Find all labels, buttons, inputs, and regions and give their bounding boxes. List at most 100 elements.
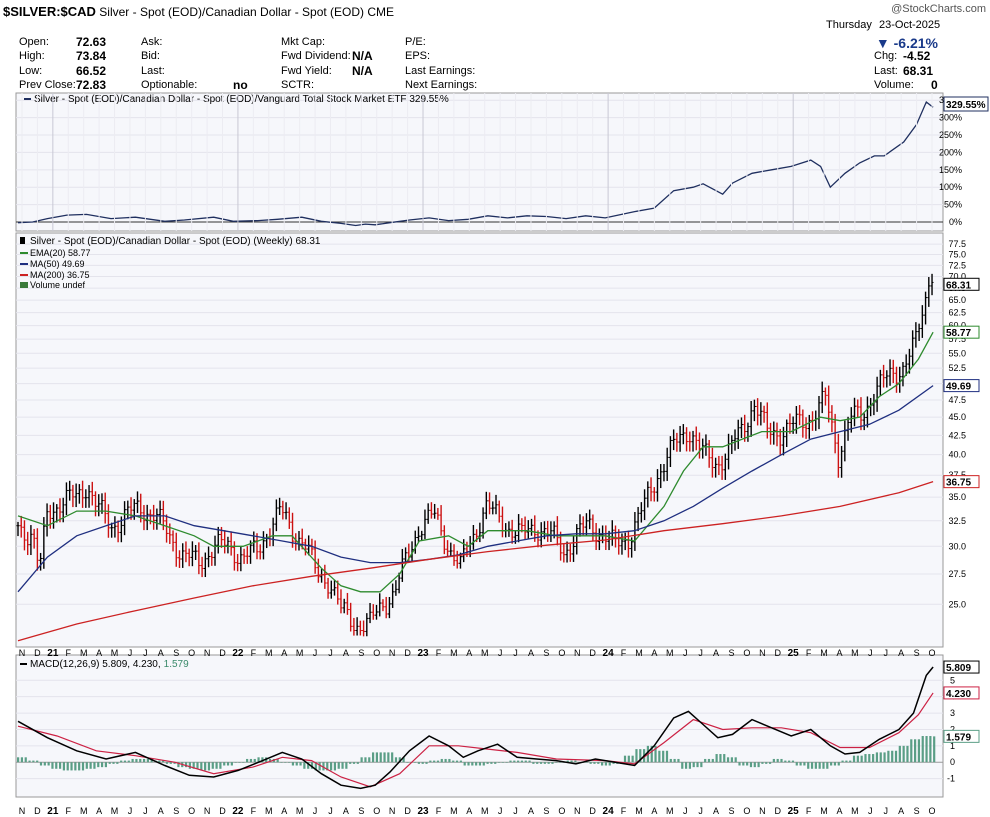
x-tick-label: O xyxy=(373,806,380,816)
histogram-bar xyxy=(238,762,241,763)
fwd-dividend-value: N/A xyxy=(352,49,373,63)
x-tick-label: A xyxy=(343,648,349,658)
ratio-line xyxy=(17,100,934,227)
x-tick-label: J xyxy=(698,648,703,658)
histogram-bar xyxy=(841,760,844,763)
histogram-bar xyxy=(81,762,85,771)
histogram-bar xyxy=(219,762,222,769)
x-tick-label: M xyxy=(851,648,859,658)
histogram-bar xyxy=(593,762,596,764)
x-tick-label: O xyxy=(373,648,380,658)
histogram-bar xyxy=(406,762,409,763)
histogram-bar xyxy=(394,757,398,763)
histogram-bar xyxy=(39,762,43,766)
histogram-bar xyxy=(501,762,504,763)
last-earnings-label: Last Earnings: xyxy=(405,65,476,77)
histogram-bar xyxy=(276,758,279,763)
histogram-bar xyxy=(284,762,287,763)
histogram-bar xyxy=(566,760,569,763)
y-tick-label: 65.0 xyxy=(948,295,966,305)
x-tick-label: J xyxy=(698,806,703,816)
histogram-bar xyxy=(127,760,130,763)
histogram-bar xyxy=(261,757,264,763)
histogram-bar xyxy=(467,762,470,766)
histogram-bar xyxy=(925,736,928,763)
histogram-bar xyxy=(371,752,375,763)
last-price-label: Last: xyxy=(874,65,898,77)
histogram-bar xyxy=(898,745,901,763)
x-tick-label: J xyxy=(868,806,873,816)
y-tick-label: -1 xyxy=(947,774,955,784)
x-tick-label: A xyxy=(898,648,904,658)
histogram-bar xyxy=(326,762,329,771)
histogram-bar xyxy=(429,760,432,763)
price-bars xyxy=(16,273,934,637)
x-tick-label: J xyxy=(513,806,518,816)
legend-ma200: MA(200) 36.75 xyxy=(30,270,90,280)
histogram-bar xyxy=(93,762,96,769)
histogram-bar xyxy=(688,762,691,769)
histogram-bar xyxy=(726,757,730,763)
chart-area[interactable]: 350%300%250%200%150%100%50%0% Silver - S… xyxy=(0,92,990,817)
histogram-bar xyxy=(738,762,741,766)
x-tick-label: J xyxy=(328,806,333,816)
x-tick-label: J xyxy=(143,806,148,816)
x-tick-label: J xyxy=(868,648,873,658)
histogram-bar xyxy=(608,762,611,766)
y-tick-label: 45.0 xyxy=(948,412,966,422)
histogram-bar xyxy=(341,762,344,769)
histogram-bar xyxy=(749,762,753,768)
change-percent-value: -6.21% xyxy=(893,35,938,51)
histogram-bar xyxy=(894,750,898,763)
x-tick-label: A xyxy=(281,648,287,658)
x-tick-label: S xyxy=(358,806,364,816)
histogram-bar xyxy=(536,762,539,764)
histogram-bar xyxy=(707,758,711,763)
histogram-bar xyxy=(173,762,176,764)
legend-price-swatch xyxy=(20,237,25,244)
histogram-bar xyxy=(914,739,917,763)
histogram-bar xyxy=(921,736,924,763)
histogram-bar xyxy=(177,762,180,768)
histogram-bar xyxy=(150,758,153,763)
chg-value: -4.52 xyxy=(903,49,931,63)
histogram-bar xyxy=(314,762,317,771)
histogram-bar xyxy=(559,762,562,763)
y-tick-label: 75.0 xyxy=(948,250,966,260)
x-tick-label: F xyxy=(66,806,72,816)
y-tick-label: 72.5 xyxy=(948,260,966,270)
x-tick-label: J xyxy=(313,648,318,658)
y-tick-label: 50% xyxy=(944,200,962,210)
histogram-bar xyxy=(207,762,211,771)
x-tick-label: J xyxy=(128,806,133,816)
histogram-bar xyxy=(51,762,54,769)
histogram-bar xyxy=(822,762,825,769)
histogram-bar xyxy=(131,758,134,763)
histogram-bar xyxy=(268,758,272,763)
histogram-bar xyxy=(765,762,768,764)
last-value-labels: 58.77 49.69 36.75 68.31 xyxy=(943,277,980,489)
histogram-bar xyxy=(387,752,390,763)
histogram-bar xyxy=(826,762,829,769)
y-tick-label: 40.0 xyxy=(948,450,966,460)
y-tick-label: 150% xyxy=(939,165,962,175)
histogram-bar xyxy=(402,757,405,763)
histogram-bar xyxy=(352,762,356,764)
x-tick-label: N xyxy=(389,648,396,658)
low-value: 66.52 xyxy=(76,64,107,78)
x-tick-label: F xyxy=(621,806,627,816)
histogram-bar xyxy=(43,762,46,766)
histogram-bar xyxy=(433,760,436,763)
x-tick-label: O xyxy=(558,648,565,658)
x-tick-label: S xyxy=(173,806,179,816)
histogram-bar xyxy=(597,762,600,764)
histogram-bar xyxy=(471,762,474,766)
histogram-bar xyxy=(780,758,783,763)
histogram-bar xyxy=(230,762,233,766)
x-tick-label: N xyxy=(19,648,26,658)
y-tick-label: 52.5 xyxy=(948,363,966,373)
histogram-bar xyxy=(776,758,779,763)
histogram-bar xyxy=(146,758,149,763)
x-tick-label: 25 xyxy=(788,806,800,817)
histogram-bar xyxy=(711,758,714,763)
